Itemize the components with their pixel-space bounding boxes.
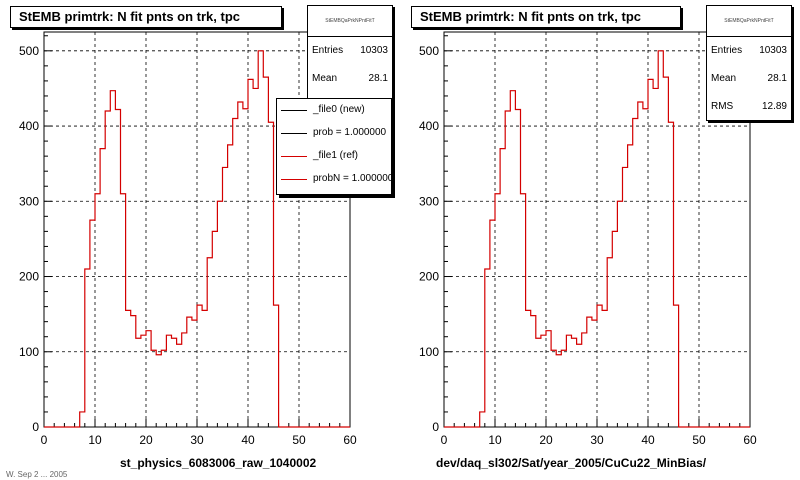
y-tick-label: 400 [19, 119, 39, 133]
stats-entries-label: Entries [711, 45, 743, 56]
x-tick-label: 0 [41, 433, 48, 447]
legend-line-prob [281, 133, 307, 134]
stats-mean-label: Mean [711, 73, 737, 84]
chart-left-stats-box: StEMBQaPrkNPntFitT Entries 10303 Mean 28.1 [307, 5, 393, 99]
x-tick-label: 20 [139, 433, 153, 447]
legend-label-file1: _file1 (ref) [313, 150, 359, 161]
x-tick-label: 40 [241, 433, 255, 447]
legend-line-file1 [281, 156, 307, 157]
x-tick-label: 60 [343, 433, 357, 447]
stats-rms-label: RMS [711, 101, 734, 112]
stats-mean-value: 28.1 [767, 73, 787, 84]
y-tick-label: 200 [419, 270, 439, 284]
stats-entries-value: 10303 [360, 45, 388, 56]
histogram-series [444, 50, 750, 428]
chart-left-title: StEMB primtrk: N fit pnts on trk, tpc [10, 6, 282, 28]
plot-frame [443, 31, 751, 428]
chart-left-x-axis-label: st_physics_6083006_raw_1040002 [120, 456, 317, 470]
stats-histogram-name: StEMBQaPrkNPntFitT [308, 6, 392, 37]
x-tick-label: 40 [641, 433, 655, 447]
y-tick-label: 300 [419, 194, 439, 208]
chart-left-legend: _file0 (new) prob = 1.000000 _file1 (ref… [276, 98, 392, 195]
y-tick-label: 400 [419, 119, 439, 133]
histogram-series [44, 50, 350, 428]
legend-label-probN: probN = 1.000000 [313, 173, 392, 184]
x-tick-label: 10 [488, 433, 502, 447]
legend-line-probN [281, 179, 307, 180]
x-tick-label: 60 [743, 433, 757, 447]
y-tick-label: 0 [432, 420, 439, 434]
chart-left: 0 10 20 30 40 50 60 0 100 200 300 400 500 [19, 31, 357, 447]
stats-mean-value: 28.1 [368, 73, 388, 84]
x-tick-label: 50 [292, 433, 306, 447]
x-tick-label: 50 [692, 433, 706, 447]
stats-histogram-name: StEMBQaPrkNPntFitT [707, 6, 791, 37]
chart-right-stats-box: StEMBQaPrkNPntFitT Entries 10303 Mean 28.1… [706, 5, 792, 121]
y-tick-label: 100 [419, 345, 439, 359]
y-tick-label: 500 [419, 44, 439, 58]
y-tick-label: 300 [19, 194, 39, 208]
y-tick-label: 100 [19, 345, 39, 359]
legend-label-prob: prob = 1.000000 [313, 127, 387, 138]
x-tick-label: 10 [88, 433, 102, 447]
x-tick-label: 30 [590, 433, 604, 447]
chart-right: 0 10 20 30 40 50 60 0 100 200 300 400 500 [419, 31, 757, 447]
y-tick-label: 200 [19, 270, 39, 284]
y-tick-label: 500 [19, 44, 39, 58]
stats-mean-label: Mean [312, 73, 338, 84]
x-tick-label: 30 [190, 433, 204, 447]
chart-right-x-axis-label: dev/daq_sl302/Sat/year_2005/CuCu22_MinBi… [436, 456, 707, 470]
x-tick-label: 20 [539, 433, 553, 447]
plot-frame [43, 31, 351, 428]
chart-right-title: StEMB primtrk: N fit pnts on trk, tpc [411, 6, 681, 28]
legend-line-file0 [281, 110, 307, 111]
y-tick-label: 0 [32, 420, 39, 434]
stats-rms-value: 12.89 [761, 101, 787, 112]
legend-label-file0: _file0 (new) [313, 104, 365, 115]
footer-timestamp: W. Sep 2 ... 2005 [6, 470, 68, 479]
stats-entries-value: 10303 [759, 45, 787, 56]
x-tick-label: 0 [441, 433, 448, 447]
stats-entries-label: Entries [312, 45, 344, 56]
